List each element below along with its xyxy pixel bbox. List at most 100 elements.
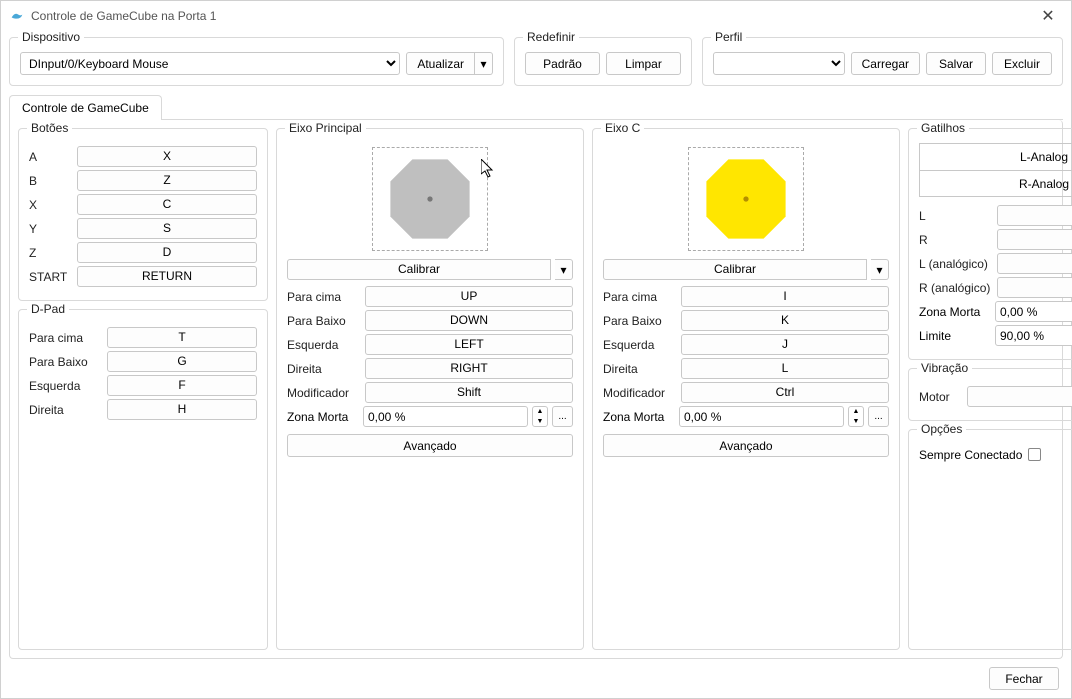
rumble-group: Vibração Motor (908, 368, 1072, 421)
trigger-map-label-1: R (919, 233, 991, 247)
options-group: Opções Sempre Conectado ... (908, 429, 1072, 650)
profile-select[interactable] (713, 52, 845, 75)
mainstick-deadzone-more[interactable]: ... (552, 406, 573, 427)
dpad-map-label-3: Direita (29, 403, 101, 417)
trigger-analog-0[interactable]: L-Analog (920, 144, 1072, 170)
always-connected-row[interactable]: Sempre Conectado (919, 448, 1041, 462)
mainstick-map-button-2[interactable]: LEFT (365, 334, 573, 355)
refresh-caret[interactable]: ▾ (475, 52, 493, 75)
trigger-map-button-3[interactable] (997, 277, 1072, 298)
triggers-deadzone-input[interactable] (995, 301, 1072, 322)
cstick-map-button-0[interactable]: I (681, 286, 889, 307)
mainstick-map-button-1[interactable]: DOWN (365, 310, 573, 331)
window-title: Controle de GameCube na Porta 1 (31, 9, 1033, 23)
dpad-group: D-Pad Para cimaTPara BaixoGEsquerdaFDire… (18, 309, 268, 650)
triggers-deadzone-label: Zona Morta (919, 305, 991, 319)
clear-button[interactable]: Limpar (606, 52, 681, 75)
buttons-title: Botões (27, 121, 72, 135)
button-map-button-1[interactable]: Z (77, 170, 257, 191)
mainstick-calibrate[interactable]: Calibrar (287, 259, 551, 280)
cstick-map-label-3: Direita (603, 362, 675, 376)
trigger-map-button-2[interactable] (997, 253, 1072, 274)
close-button[interactable]: Fechar (989, 667, 1059, 690)
delete-button[interactable]: Excluir (992, 52, 1052, 75)
mainstick-map-label-2: Esquerda (287, 338, 359, 352)
refresh-button[interactable]: Atualizar (406, 52, 475, 75)
close-icon[interactable]: ✕ (1033, 6, 1063, 26)
tabbar: Controle de GameCube (9, 94, 1063, 120)
triggers-title: Gatilhos (917, 121, 969, 135)
cstick-group: Eixo C Calibrar ▾ Para cimaIPara BaixoKE… (592, 128, 900, 650)
cstick-map-label-1: Para Baixo (603, 314, 675, 328)
trigger-map-label-0: L (919, 209, 991, 223)
mainstick-deadzone-label: Zona Morta (287, 410, 359, 424)
mainstick-deadzone-input[interactable] (363, 406, 528, 427)
triggers-threshold-input[interactable] (995, 325, 1072, 346)
cstick-calibrate[interactable]: Calibrar (603, 259, 867, 280)
cstick-advanced[interactable]: Avançado (603, 434, 889, 457)
button-map-label-3: Y (29, 222, 71, 236)
dpad-map-label-2: Esquerda (29, 379, 101, 393)
dpad-title: D-Pad (27, 302, 69, 316)
motor-label: Motor (919, 390, 961, 404)
rumble-title: Vibração (917, 361, 972, 375)
profile-group: Perfil Carregar Salvar Excluir (702, 37, 1063, 86)
dpad-map-label-0: Para cima (29, 331, 101, 345)
dpad-map-button-2[interactable]: F (107, 375, 257, 396)
mainstick-deadzone-spinner[interactable]: ▲▼ (532, 406, 548, 427)
cstick-map-label-2: Esquerda (603, 338, 675, 352)
app-icon (9, 8, 25, 24)
dpad-map-button-0[interactable]: T (107, 327, 257, 348)
button-map-label-2: X (29, 198, 71, 212)
tab-gamecube[interactable]: Controle de GameCube (9, 95, 162, 120)
mainstick-map-label-4: Modificador (287, 386, 359, 400)
cstick-deadzone-spinner[interactable]: ▲▼ (848, 406, 864, 427)
cstick-deadzone-label: Zona Morta (603, 410, 675, 424)
button-map-button-4[interactable]: D (77, 242, 257, 263)
cstick-calibrate-caret[interactable]: ▾ (871, 259, 889, 280)
button-map-button-3[interactable]: S (77, 218, 257, 239)
mainstick-map-button-4[interactable]: Shift (365, 382, 573, 403)
mainstick-map-label-1: Para Baixo (287, 314, 359, 328)
mainstick-group: Eixo Principal Calibrar ▾ Para cimaUPPar… (276, 128, 584, 650)
button-map-button-5[interactable]: RETURN (77, 266, 257, 287)
trigger-map-label-3: R (analógico) (919, 281, 991, 295)
trigger-analog-1[interactable]: R-Analog (920, 171, 1072, 196)
always-connected-label: Sempre Conectado (919, 448, 1022, 462)
mainstick-calibrate-caret[interactable]: ▾ (555, 259, 573, 280)
trigger-map-label-2: L (analógico) (919, 257, 991, 271)
cstick-map-button-1[interactable]: K (681, 310, 889, 331)
mainstick-visual (372, 147, 488, 251)
mainstick-advanced[interactable]: Avançado (287, 434, 573, 457)
triggers-threshold-label: Limite (919, 329, 991, 343)
button-map-button-0[interactable]: X (77, 146, 257, 167)
device-group: Dispositivo DInput/0/Keyboard Mouse Atua… (9, 37, 504, 86)
dpad-map-label-1: Para Baixo (29, 355, 101, 369)
default-button[interactable]: Padrão (525, 52, 600, 75)
button-map-button-2[interactable]: C (77, 194, 257, 215)
dpad-map-button-1[interactable]: G (107, 351, 257, 372)
cstick-map-button-4[interactable]: Ctrl (681, 382, 889, 403)
motor-button[interactable] (967, 386, 1072, 407)
cstick-deadzone-input[interactable] (679, 406, 844, 427)
always-connected-checkbox[interactable] (1028, 448, 1041, 461)
device-select[interactable]: DInput/0/Keyboard Mouse (20, 52, 400, 75)
cstick-deadzone-more[interactable]: ... (868, 406, 889, 427)
button-map-label-4: Z (29, 246, 71, 260)
mainstick-map-button-3[interactable]: RIGHT (365, 358, 573, 379)
cstick-title: Eixo C (601, 121, 644, 135)
cstick-map-button-2[interactable]: J (681, 334, 889, 355)
mainstick-map-button-0[interactable]: UP (365, 286, 573, 307)
load-button[interactable]: Carregar (851, 52, 920, 75)
profile-title: Perfil (711, 30, 746, 44)
save-button[interactable]: Salvar (926, 52, 986, 75)
button-map-label-1: B (29, 174, 71, 188)
mainstick-map-label-0: Para cima (287, 290, 359, 304)
button-map-label-5: START (29, 270, 71, 284)
trigger-map-button-0[interactable]: Q (997, 205, 1072, 226)
cstick-map-label-0: Para cima (603, 290, 675, 304)
trigger-map-button-1[interactable]: W (997, 229, 1072, 250)
buttons-group: Botões AXBZXCYSZDSTARTRETURN (18, 128, 268, 301)
cstick-map-button-3[interactable]: L (681, 358, 889, 379)
dpad-map-button-3[interactable]: H (107, 399, 257, 420)
